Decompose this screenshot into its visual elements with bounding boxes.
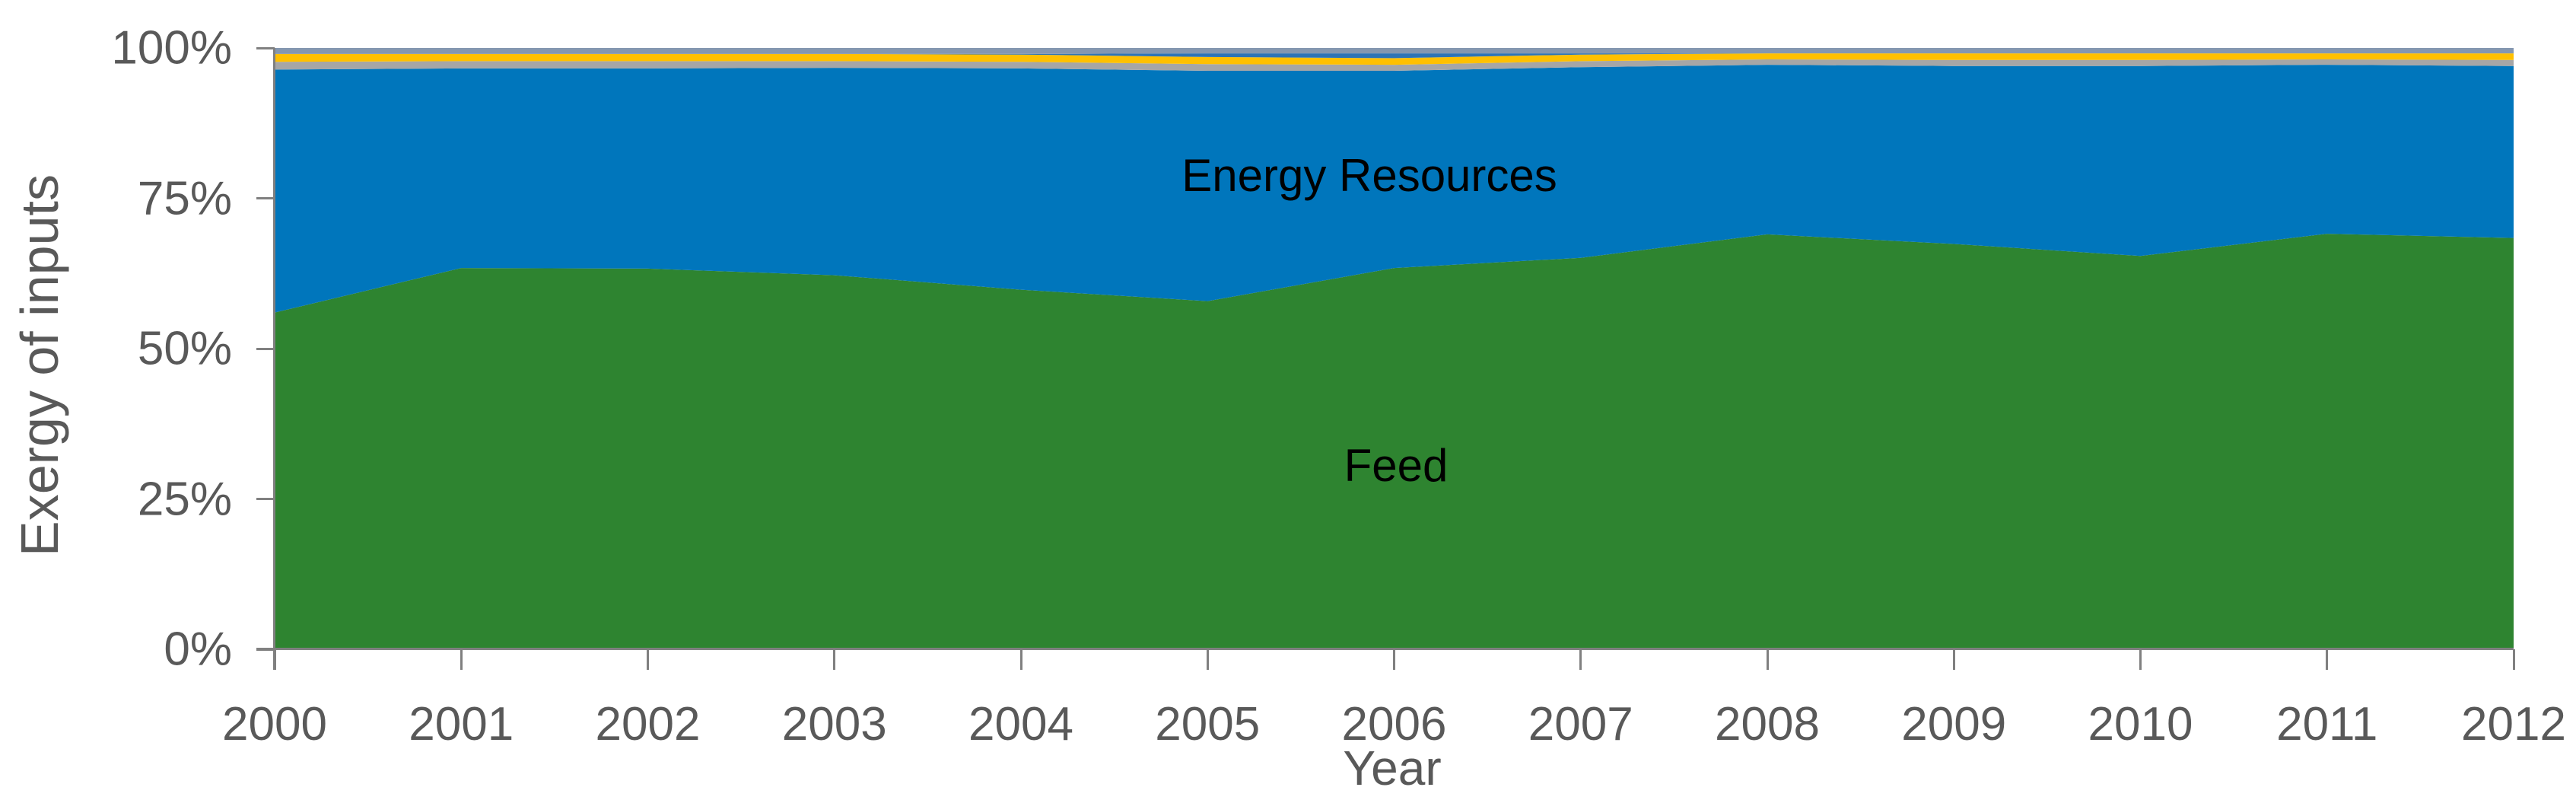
y-tick-label: 50% bbox=[137, 322, 232, 375]
x-tick-label: 2005 bbox=[1155, 698, 1261, 751]
y-tick-mark bbox=[256, 649, 275, 651]
x-tick-mark bbox=[833, 649, 835, 670]
x-tick-mark bbox=[2513, 649, 2515, 670]
y-tick-mark bbox=[256, 348, 275, 350]
y-tick-mark bbox=[256, 197, 275, 199]
feed-area-label: Feed bbox=[1344, 440, 1449, 491]
y-tick-mark bbox=[256, 47, 275, 49]
x-tick-label: 2011 bbox=[2276, 698, 2378, 751]
x-tick-label: 2004 bbox=[968, 698, 1073, 751]
x-tick-mark bbox=[2326, 649, 2328, 670]
x-tick-label: 2008 bbox=[1715, 698, 1820, 751]
y-tick-label: 100% bbox=[111, 21, 232, 75]
x-tick-label: 2007 bbox=[1528, 698, 1633, 751]
x-tick-mark bbox=[1393, 649, 1395, 670]
y-tick-label: 25% bbox=[137, 473, 232, 525]
energy-resources-area-label: Energy Resources bbox=[1181, 150, 1557, 201]
x-tick-mark bbox=[1579, 649, 1582, 670]
area-series-energy-resources bbox=[275, 65, 2514, 313]
x-tick-label: 2001 bbox=[409, 698, 514, 751]
x-tick-label: 2009 bbox=[1901, 698, 2007, 751]
x-tick-mark bbox=[1767, 649, 1769, 670]
y-tick-mark bbox=[256, 498, 275, 500]
area-series-strip-5 bbox=[275, 48, 2514, 54]
area-series-strip-2 bbox=[275, 59, 2514, 71]
x-axis-title: Year bbox=[1343, 741, 1442, 795]
x-tick-mark bbox=[647, 649, 649, 670]
x-tick-mark bbox=[1953, 649, 1955, 670]
x-tick-mark bbox=[1020, 649, 1022, 670]
x-tick-mark bbox=[2139, 649, 2142, 670]
x-tick-label: 2012 bbox=[2461, 698, 2566, 751]
x-tick-label: 2010 bbox=[2088, 698, 2193, 751]
y-axis-line bbox=[273, 48, 275, 670]
x-axis-line bbox=[256, 648, 2514, 650]
y-tick-label: 75% bbox=[137, 172, 232, 225]
area-series-feed bbox=[275, 234, 2514, 649]
area-series-strip-4 bbox=[275, 53, 2514, 59]
x-tick-label: 2000 bbox=[222, 698, 327, 751]
x-tick-mark bbox=[460, 649, 463, 670]
x-tick-label: 2002 bbox=[595, 698, 701, 751]
x-tick-label: 2003 bbox=[781, 698, 887, 751]
y-tick-label: 0% bbox=[164, 623, 232, 676]
plot-area bbox=[275, 48, 2514, 649]
x-tick-mark bbox=[274, 649, 276, 670]
area-series-strip-3 bbox=[275, 53, 2514, 65]
x-tick-label: 2006 bbox=[1341, 698, 1447, 751]
x-tick-mark bbox=[1207, 649, 1209, 670]
